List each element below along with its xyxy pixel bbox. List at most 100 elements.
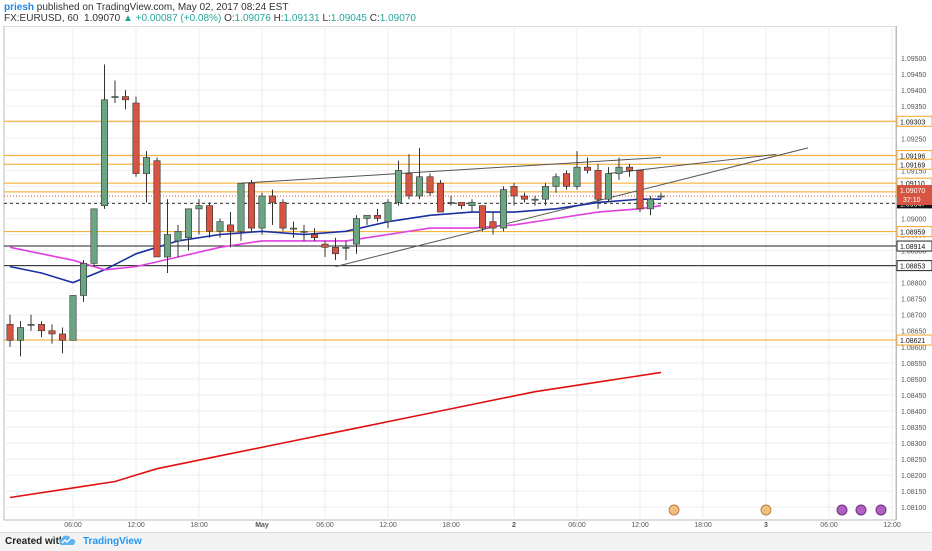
level-price-label: 1.09196: [900, 154, 925, 161]
level-price-tag: [896, 158, 932, 170]
price-tick-label: 1.08200: [901, 473, 926, 480]
time-tick-label: 18:00: [442, 522, 460, 529]
candle-body: [216, 221, 224, 232]
candle: [37, 321, 45, 338]
candle-body: [436, 182, 444, 213]
time-tick-label: 2: [512, 522, 516, 529]
candle: [373, 208, 381, 222]
candle: [342, 240, 350, 261]
candle: [594, 163, 602, 209]
candle: [436, 179, 444, 213]
candle: [185, 208, 193, 251]
time-tick-label: 12:00: [127, 522, 145, 529]
candle: [489, 212, 497, 235]
candle: [227, 212, 235, 248]
candle-body: [447, 202, 455, 204]
candle: [164, 199, 172, 273]
price-chart[interactable]: 1.095001.094501.094001.093501.093001.092…: [0, 26, 932, 532]
level-price-tag: [896, 260, 932, 272]
created-with-text: Created with: [5, 536, 66, 547]
price-tick-label: 1.08400: [901, 409, 926, 416]
tradingview-cloud-icon[interactable]: [56, 534, 78, 551]
time-axis[interactable]: 06:00 12:00 18:00 May 06:00 12:00 18:00 2 06:00 1…: [64, 522, 901, 529]
candle: [195, 199, 203, 235]
time-tick-label: 12:00: [883, 522, 901, 529]
time-tick-label: 18:00: [190, 522, 208, 529]
candle-body: [625, 166, 633, 171]
candle: [258, 192, 266, 235]
candle-body: [164, 234, 172, 258]
time-tick-label: 06:00: [64, 522, 82, 529]
close-label: C:: [369, 13, 380, 24]
candle-body: [373, 214, 381, 219]
candle-body: [80, 263, 88, 296]
level-price-tag: [896, 240, 932, 252]
candle-body: [90, 208, 98, 264]
candle-body: [499, 189, 507, 229]
price-tick-label: 1.09250: [901, 136, 926, 143]
candle-body: [457, 202, 465, 206]
candle-body: [37, 324, 45, 332]
time-tick-label: 12:00: [379, 522, 397, 529]
candle: [562, 170, 570, 190]
candle-body: [468, 202, 476, 206]
price-tick-label: 1.08650: [901, 329, 926, 336]
tradingview-brand[interactable]: TradingView: [83, 536, 142, 547]
candle-body: [331, 247, 339, 255]
candle: [615, 157, 623, 180]
candle-body: [520, 195, 528, 200]
level-price-tag: [896, 115, 932, 127]
candle-body: [289, 227, 297, 230]
candle-body: [562, 173, 570, 187]
price-tick-label: 1.08250: [901, 457, 926, 464]
candle-body: [541, 186, 549, 200]
candle: [583, 157, 591, 174]
candle-body: [101, 99, 109, 206]
event-flag-icon: [855, 504, 867, 516]
candle-body: [268, 195, 276, 203]
close-value: 1.09070: [379, 13, 416, 24]
candle-body: [342, 247, 350, 249]
time-tick-label: 18:00: [694, 522, 712, 529]
price-tick-label: 1.09500: [901, 56, 926, 63]
candle-body: [489, 221, 497, 229]
candle-body: [510, 186, 518, 197]
candle-body: [384, 202, 392, 222]
candle: [604, 167, 612, 203]
candle-body: [206, 205, 214, 232]
price-tick-label: 1.09150: [901, 168, 926, 175]
price-tick-label: 1.08750: [901, 297, 926, 304]
current-price-label: 1.09070: [900, 188, 925, 195]
level-price-tag: [896, 334, 932, 346]
chart-header: priesh published on TradingView.com, May…: [0, 0, 932, 26]
candle: [531, 196, 539, 206]
low-value: 1.09045: [330, 13, 367, 24]
candle: [447, 196, 455, 206]
event-flag-icon: [836, 504, 848, 516]
candle: [646, 196, 654, 216]
candle: [6, 314, 14, 347]
candle: [174, 224, 182, 257]
candle: [153, 157, 161, 258]
countdown-timer: 37:10: [903, 197, 921, 204]
candle: [573, 151, 581, 190]
candle-body: [573, 166, 581, 187]
candle-body: [552, 176, 560, 187]
candle-body: [394, 170, 402, 203]
price-tick-label: 1.08150: [901, 489, 926, 496]
publish-text: published on TradingView.com, May 02, 20…: [36, 2, 289, 13]
symbol-label: FX:EURUSD, 60: [4, 13, 79, 24]
candle: [16, 321, 24, 357]
event-markers: [668, 504, 887, 516]
candle: [279, 199, 287, 232]
author-name[interactable]: priesh: [4, 2, 35, 13]
up-arrow-icon: ▲: [122, 13, 133, 24]
candle-body: [636, 170, 644, 210]
candle-body: [615, 166, 623, 174]
price-tick-label: 1.08450: [901, 393, 926, 400]
price-axis[interactable]: 1.095001.094501.094001.093501.093001.092…: [896, 56, 932, 512]
candle-body: [300, 230, 308, 233]
high-label: H:: [273, 13, 284, 24]
candle: [552, 173, 560, 193]
candle-body: [111, 96, 119, 98]
